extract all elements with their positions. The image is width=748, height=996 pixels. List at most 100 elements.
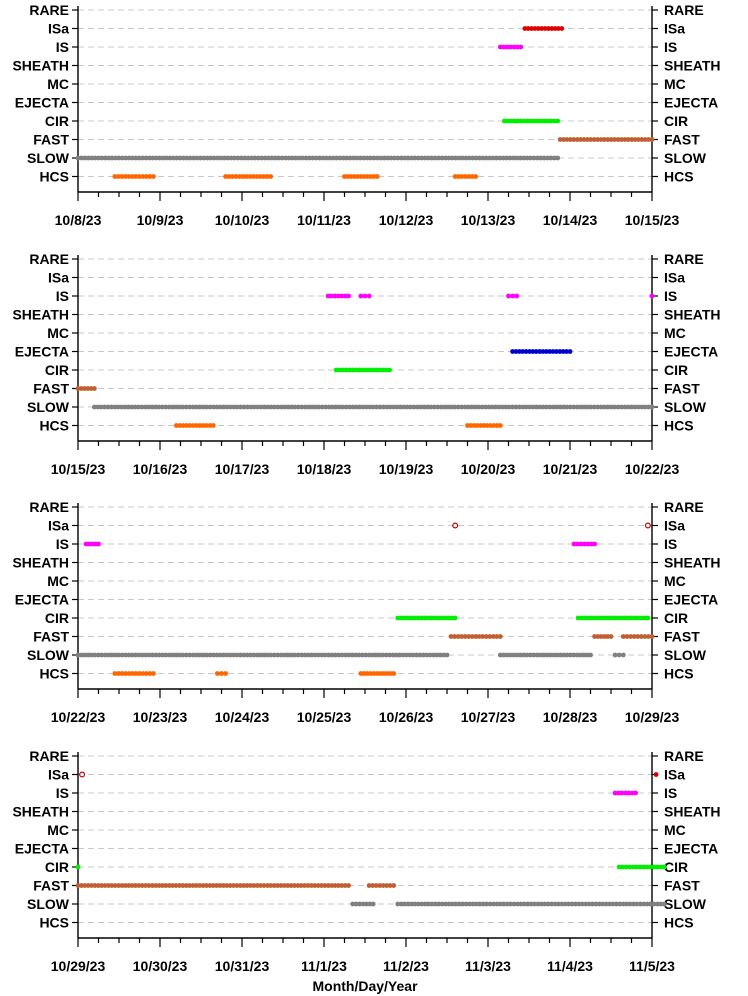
data-point-slow	[207, 652, 213, 658]
data-point-fast	[95, 883, 101, 888]
data-point-slow	[534, 155, 540, 161]
data-point-slow	[402, 155, 408, 161]
data-point-fast	[143, 883, 149, 888]
data-point-slow	[408, 404, 413, 410]
data-point-is	[571, 541, 577, 547]
data-point-slow	[109, 652, 115, 658]
data-point-fast	[190, 883, 196, 888]
data-point-slow	[521, 901, 527, 907]
data-point-slow	[607, 901, 613, 907]
data-point-hcs	[116, 174, 121, 179]
data-point-slow	[283, 155, 288, 161]
data-point-slow	[299, 652, 304, 658]
x-tick-label: 10/14/23	[543, 212, 598, 228]
data-point-fast	[466, 634, 472, 639]
data-point-fast	[122, 883, 128, 888]
data-point-slow	[133, 652, 138, 658]
data-point-slow	[501, 652, 507, 658]
y-label-right-cir: CIR	[664, 362, 688, 378]
data-point-slow	[370, 404, 376, 410]
data-point-slow	[255, 155, 261, 161]
data-point-slow	[415, 901, 421, 907]
data-point-slow	[538, 155, 544, 161]
data-point-fast	[497, 634, 503, 639]
data-point-slow	[150, 155, 156, 161]
data-point-slow	[346, 652, 352, 658]
y-label-left-is: IS	[56, 785, 69, 801]
data-point-slow	[112, 652, 118, 658]
data-point-slow	[323, 404, 328, 410]
data-point-cir	[641, 864, 646, 870]
data-point-fast	[305, 883, 311, 888]
data-point-cir	[528, 118, 534, 124]
data-point-slow	[501, 901, 507, 907]
data-point-slow	[139, 404, 145, 410]
data-point-hcs	[215, 671, 220, 676]
data-point-fast	[319, 883, 324, 888]
data-point-slow	[535, 901, 541, 907]
x-tick-label: 10/19/23	[379, 461, 434, 477]
x-tick-label: 11/4/23	[547, 958, 593, 974]
x-tick-label: 10/11/23	[297, 212, 351, 228]
data-point-fast	[459, 634, 465, 639]
data-point-slow	[534, 404, 539, 410]
data-point-slow	[109, 155, 115, 161]
data-point-slow	[568, 404, 573, 410]
data-point-slow	[329, 652, 335, 658]
data-point-hcs	[374, 671, 380, 676]
data-point-hcs	[133, 174, 139, 179]
x-tick-label: 10/28/23	[543, 709, 598, 725]
data-point-slow	[524, 652, 530, 658]
data-point-fast	[78, 883, 84, 888]
data-point-slow	[248, 404, 254, 410]
data-point-slow	[479, 404, 485, 410]
data-point-hcs	[268, 174, 274, 179]
data-point-slow	[102, 404, 107, 410]
data-point-slow	[136, 404, 142, 410]
data-point-fast	[494, 634, 500, 639]
data-point-slow	[313, 404, 318, 410]
data-point-ejecta	[520, 349, 526, 354]
data-point-hcs	[478, 423, 484, 428]
data-point-slow	[201, 155, 207, 161]
data-point-slow	[400, 652, 406, 658]
data-point-isa	[644, 522, 651, 529]
data-point-fast	[261, 883, 267, 888]
data-point-slow	[466, 155, 472, 161]
data-point-is	[622, 790, 628, 796]
data-point-hcs	[351, 174, 357, 179]
data-point-slow	[554, 404, 560, 410]
data-point-fast	[106, 883, 111, 888]
data-point-slow	[521, 652, 527, 658]
y-label-left-sheath: SHEATH	[12, 307, 69, 323]
data-point-slow	[79, 155, 84, 161]
data-point-slow	[473, 901, 479, 907]
data-point-slow	[437, 652, 443, 658]
data-point-fast	[312, 883, 318, 888]
data-point-slow	[153, 155, 159, 161]
data-point-slow	[510, 404, 515, 410]
data-point-isa	[653, 772, 659, 777]
data-point-slow	[228, 155, 234, 161]
data-point-hcs	[466, 174, 472, 179]
data-point-slow	[449, 404, 454, 410]
data-point-cir	[531, 118, 537, 124]
data-point-is	[332, 293, 338, 299]
data-point-slow	[75, 652, 81, 658]
data-point-slow	[456, 901, 462, 907]
data-point-slow	[420, 652, 426, 658]
data-point-slow	[234, 652, 240, 658]
data-point-fast	[595, 634, 601, 639]
data-point-slow	[303, 155, 309, 161]
data-point-ejecta	[516, 349, 522, 354]
data-point-slow	[349, 652, 355, 658]
data-point-is	[366, 293, 372, 299]
data-point-slow	[537, 404, 543, 410]
data-point-fast	[251, 883, 257, 888]
data-point-slow	[598, 404, 604, 410]
data-point-fast	[322, 883, 328, 888]
data-point-hcs	[197, 423, 203, 428]
data-point-slow	[545, 155, 550, 161]
y-label-right-rare: RARE	[664, 748, 704, 764]
data-point-slow	[559, 901, 565, 907]
